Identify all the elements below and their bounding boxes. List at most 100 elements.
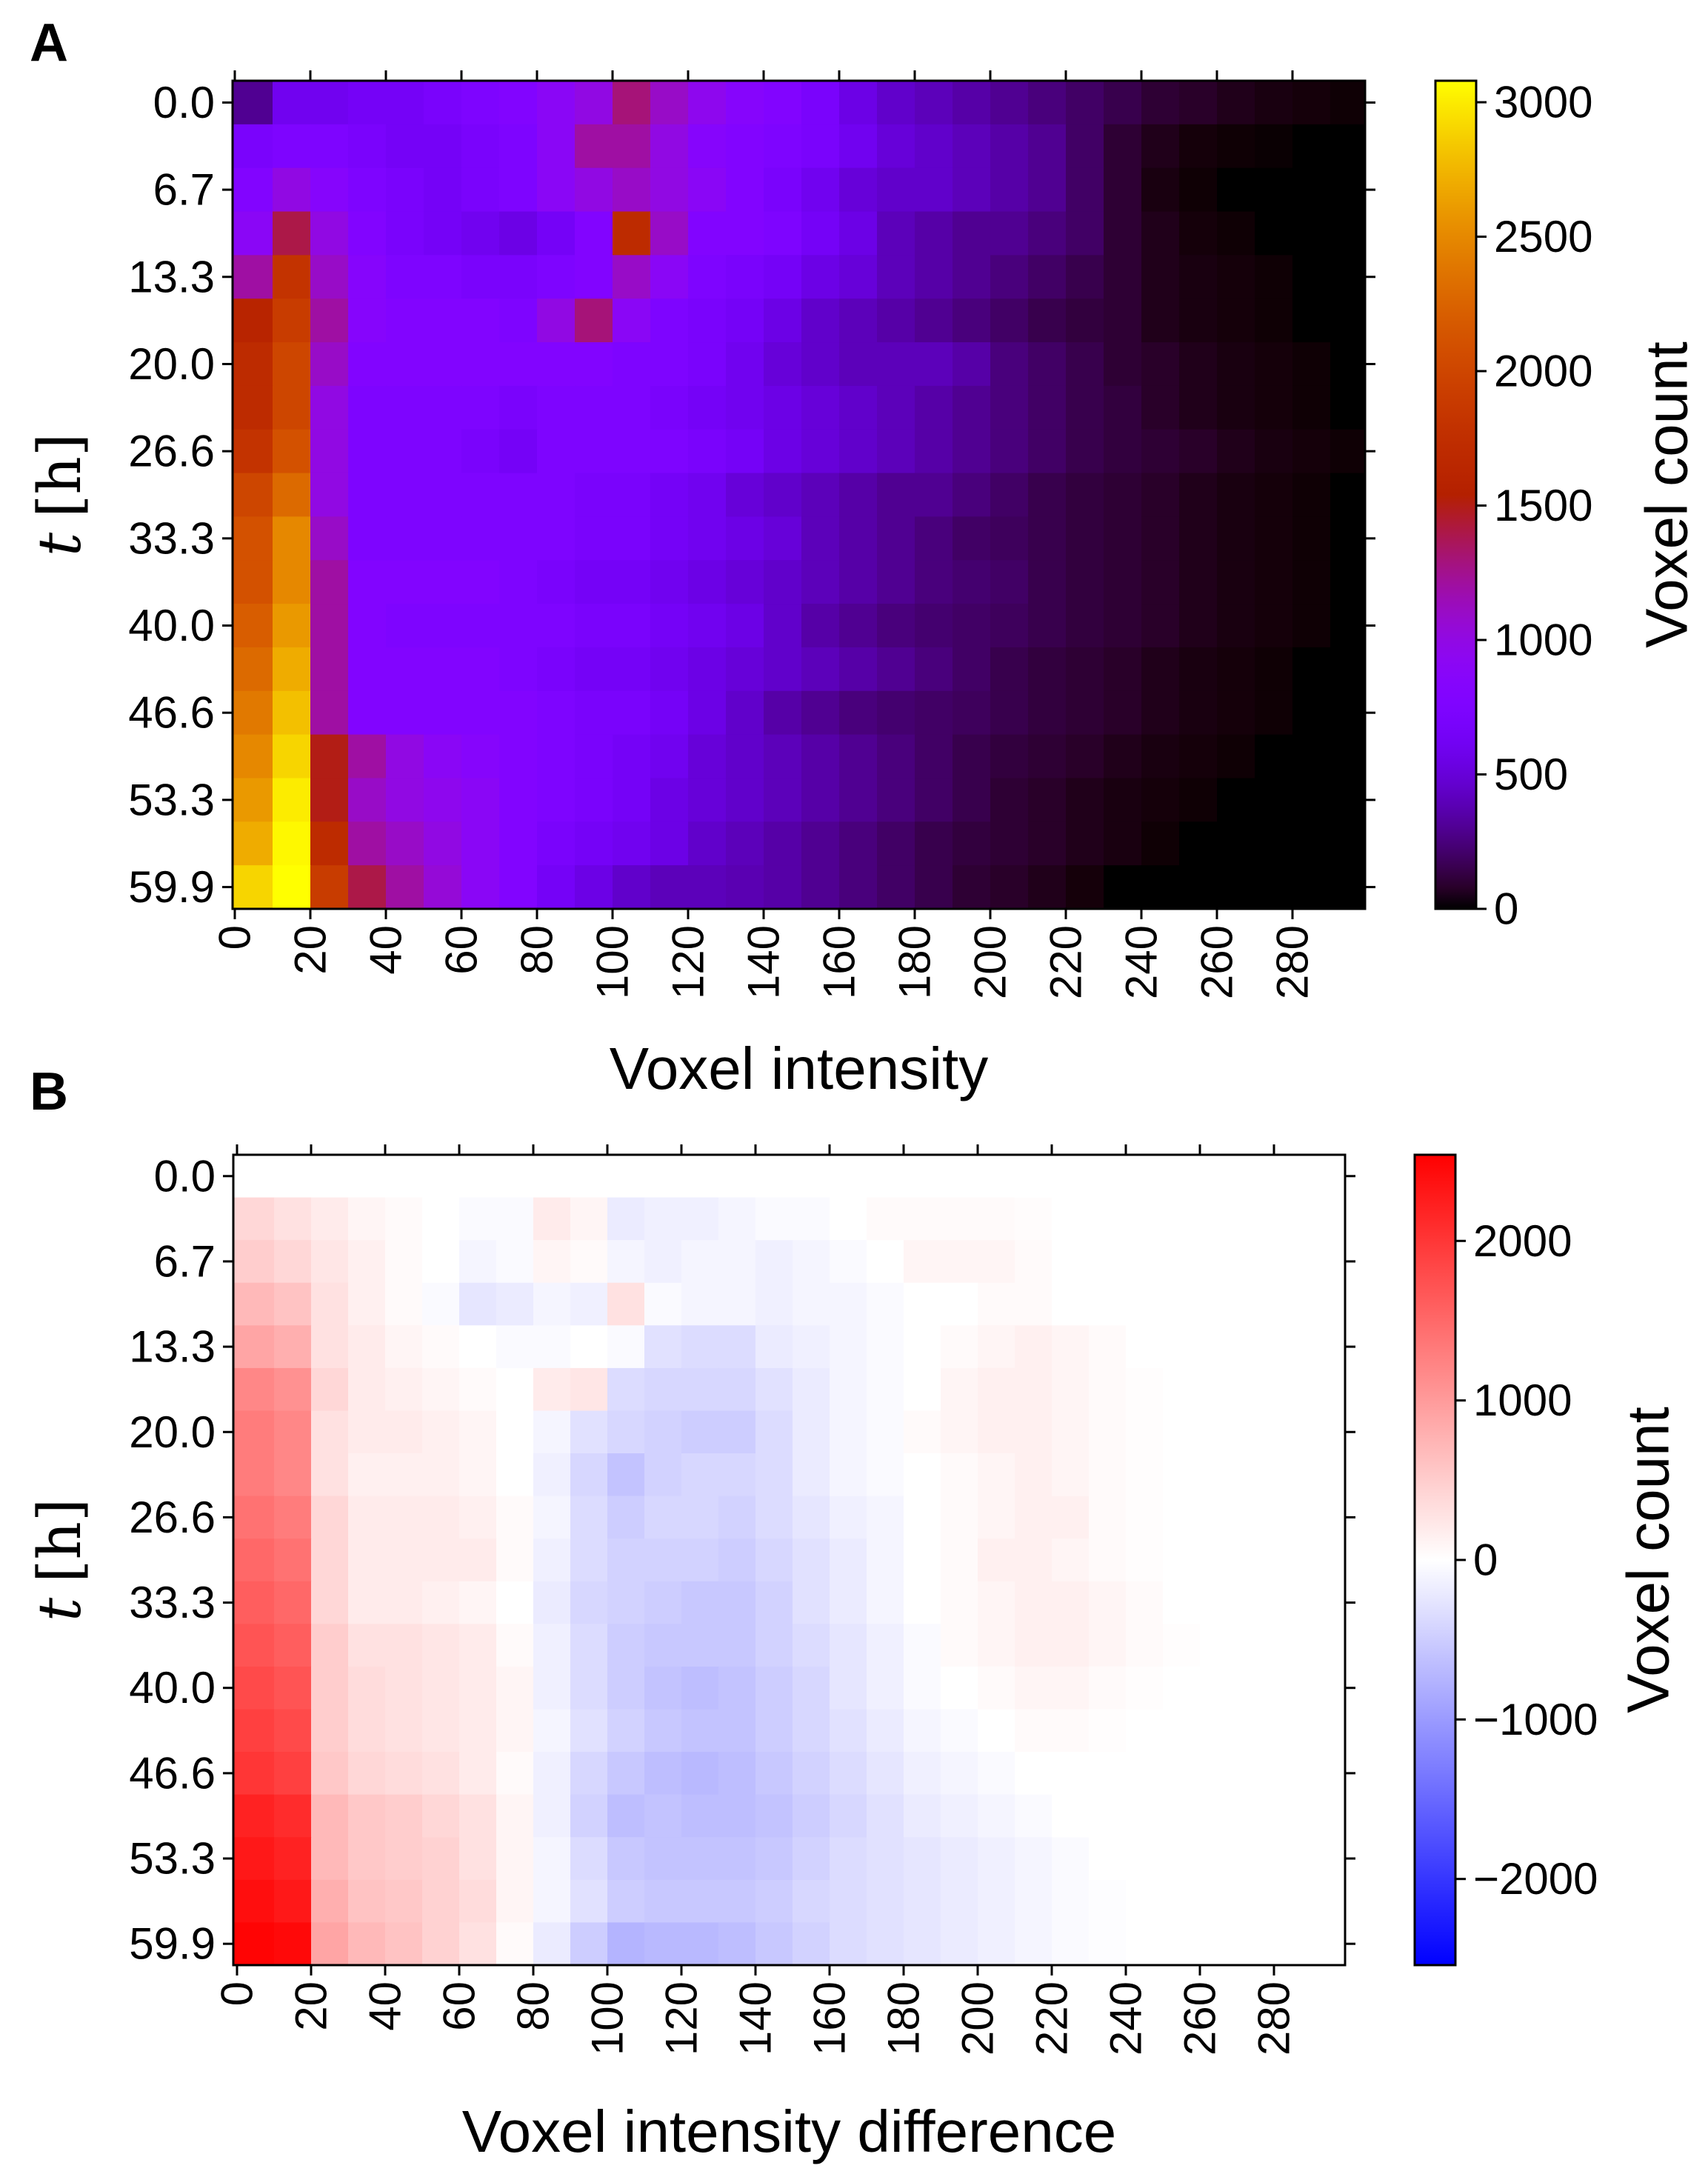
heatmap-cell bbox=[1255, 429, 1293, 474]
heatmap-cell bbox=[233, 516, 273, 561]
heatmap-cell bbox=[1274, 1325, 1312, 1369]
heatmap-cell bbox=[386, 211, 424, 256]
x-tick-label: 240 bbox=[1117, 925, 1167, 999]
heatmap-cell bbox=[1274, 1794, 1312, 1838]
heatmap-cell bbox=[801, 342, 840, 387]
heatmap-cell bbox=[830, 1709, 867, 1753]
heatmap-cell bbox=[764, 560, 802, 604]
heatmap-cell bbox=[1163, 1879, 1201, 1924]
heatmap-cell bbox=[839, 516, 878, 561]
heatmap-cell bbox=[1104, 167, 1142, 213]
heatmap-cell bbox=[537, 342, 576, 387]
heatmap-cell bbox=[424, 299, 462, 343]
heatmap-cell bbox=[386, 516, 424, 561]
heatmap-cell bbox=[233, 865, 273, 910]
heatmap-cell bbox=[801, 516, 840, 561]
heatmap-cell bbox=[570, 1794, 608, 1838]
heatmap-cell bbox=[867, 1538, 904, 1582]
heatmap-cell bbox=[1052, 1325, 1090, 1369]
heatmap-cell bbox=[385, 1410, 423, 1454]
heatmap-cell bbox=[877, 81, 915, 125]
heatmap-cell bbox=[953, 516, 991, 561]
heatmap-cell bbox=[650, 560, 689, 604]
heatmap-cell bbox=[424, 516, 462, 561]
heatmap-cell bbox=[459, 1794, 497, 1838]
heatmap-cell bbox=[424, 429, 462, 474]
heatmap-cell bbox=[385, 1794, 423, 1838]
heatmap-cell bbox=[764, 167, 802, 213]
heatmap-cell bbox=[1104, 647, 1142, 692]
heatmap-cell bbox=[839, 473, 878, 518]
heatmap-cell bbox=[688, 821, 727, 866]
heatmap-cell bbox=[233, 255, 273, 299]
heatmap-cell bbox=[726, 211, 764, 256]
heatmap-cell bbox=[499, 473, 538, 518]
heatmap-cell bbox=[348, 1325, 386, 1369]
heatmap-cell bbox=[1052, 1496, 1090, 1539]
x-tick-label: 180 bbox=[879, 1981, 929, 2055]
heatmap-cell bbox=[386, 821, 424, 866]
heatmap-cell bbox=[348, 690, 387, 736]
heatmap-cell bbox=[1089, 1624, 1127, 1667]
heatmap-cell bbox=[1141, 865, 1180, 910]
heatmap-cell bbox=[1217, 734, 1255, 779]
heatmap-cell bbox=[461, 560, 500, 604]
heatmap-cell bbox=[953, 865, 991, 910]
colorbar-tick-label: 2500 bbox=[1494, 212, 1592, 261]
heatmap-cell bbox=[1330, 647, 1366, 692]
heatmap-cell bbox=[496, 1155, 534, 1198]
heatmap-cell bbox=[953, 255, 991, 299]
heatmap-cell bbox=[461, 865, 500, 910]
heatmap-cell bbox=[496, 1538, 534, 1582]
heatmap-cell bbox=[570, 1624, 608, 1667]
heatmap-cell bbox=[726, 734, 764, 779]
heatmap-cell bbox=[801, 778, 840, 822]
heatmap-cell bbox=[422, 1453, 460, 1497]
heatmap-cell bbox=[1200, 1794, 1238, 1838]
heatmap-cell bbox=[830, 1538, 867, 1582]
heatmap-cell bbox=[1200, 1197, 1238, 1241]
heatmap-cell bbox=[867, 1282, 904, 1326]
heatmap-cell bbox=[496, 1666, 534, 1710]
heatmap-cell bbox=[1028, 429, 1067, 474]
heatmap-cell bbox=[575, 560, 613, 604]
heatmap-cell bbox=[1126, 1922, 1164, 1966]
heatmap-cell bbox=[1089, 1879, 1127, 1924]
heatmap-cell bbox=[1255, 124, 1293, 169]
heatmap-cell bbox=[867, 1453, 904, 1497]
colorbar-tick-label: 2000 bbox=[1494, 347, 1592, 396]
heatmap-cell bbox=[274, 1240, 312, 1284]
y-tick-label: 40.0 bbox=[129, 1663, 216, 1713]
heatmap-cell bbox=[537, 473, 576, 518]
heatmap-cell bbox=[1274, 1282, 1312, 1326]
heatmap-cell bbox=[1179, 299, 1218, 343]
colorbar-tick-label: 0 bbox=[1473, 1536, 1498, 1585]
heatmap-cell bbox=[801, 211, 840, 256]
heatmap-cell bbox=[1104, 385, 1142, 430]
heatmap-cell bbox=[755, 1879, 793, 1924]
heatmap-cell bbox=[1015, 1155, 1053, 1198]
heatmap-cell bbox=[1179, 865, 1218, 910]
heatmap-cell bbox=[1179, 734, 1218, 779]
heatmap-cell bbox=[1255, 734, 1293, 779]
heatmap-cell bbox=[726, 124, 764, 169]
heatmap-cell bbox=[990, 778, 1029, 822]
heatmap-cell bbox=[681, 1794, 719, 1838]
heatmap-cell bbox=[990, 211, 1029, 256]
heatmap-cell bbox=[1015, 1538, 1053, 1582]
heatmap-cell bbox=[681, 1282, 719, 1326]
heatmap-cell bbox=[233, 821, 273, 866]
heatmap-cell bbox=[1311, 1197, 1346, 1241]
heatmap-cell bbox=[348, 604, 387, 648]
heatmap-cell bbox=[1274, 1197, 1312, 1241]
heatmap-cell bbox=[1255, 865, 1293, 910]
heatmap-cell bbox=[688, 473, 727, 518]
heatmap-cell bbox=[1274, 1496, 1312, 1539]
heatmap-cell bbox=[1052, 1282, 1090, 1326]
heatmap-cell bbox=[348, 385, 387, 430]
heatmap-cell bbox=[1089, 1496, 1127, 1539]
heatmap-cell bbox=[348, 865, 387, 910]
heatmap-cell bbox=[867, 1197, 904, 1241]
heatmap-cell bbox=[644, 1538, 682, 1582]
heatmap-cell bbox=[459, 1666, 497, 1710]
